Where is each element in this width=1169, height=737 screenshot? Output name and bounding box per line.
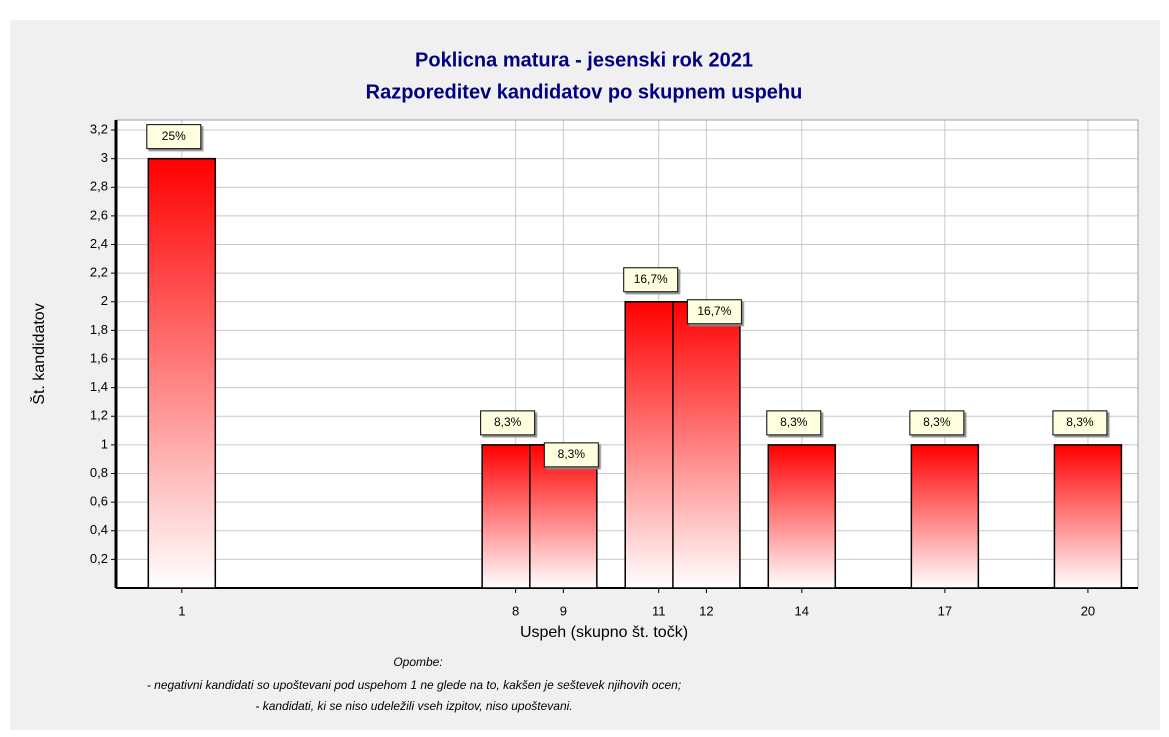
data-label-box <box>909 410 965 436</box>
y-tick-label: 2,6 <box>90 207 108 222</box>
x-tick-label: 1 <box>178 603 185 618</box>
bar <box>672 301 741 589</box>
data-label: 8,3% <box>558 447 586 461</box>
note: - negativni kandidati so upoštevani pod … <box>147 678 681 692</box>
data-label-box <box>1052 410 1108 436</box>
y-tick-label: 1,4 <box>90 379 108 394</box>
bar <box>910 444 980 589</box>
y-tick-label: 2,8 <box>90 179 108 194</box>
x-axis-label: Uspeh (skupno št. točk) <box>520 624 688 641</box>
note: - kandidati, ki se niso udeležili vseh i… <box>255 699 572 713</box>
data-label-box <box>623 267 679 293</box>
data-label-box <box>146 124 202 150</box>
data-label: 25% <box>162 129 186 143</box>
notes-title: Opombe: <box>393 655 442 669</box>
y-tick-label: 2,2 <box>90 265 108 280</box>
data-label: 8,3% <box>494 415 522 429</box>
y-tick-label: 0,2 <box>90 551 108 566</box>
x-tick-label: 14 <box>795 603 809 618</box>
y-axis-label: Št. kandidatov <box>29 303 48 404</box>
data-label: 8,3% <box>923 415 951 429</box>
chart-subtitle: Razporeditev kandidatov po skupnem uspeh… <box>366 81 803 103</box>
y-tick-label: 3,2 <box>90 121 108 136</box>
data-label-box <box>766 410 822 436</box>
x-tick-label: 8 <box>512 603 519 618</box>
y-tick-label: 2,4 <box>90 236 108 251</box>
bar <box>529 444 598 589</box>
bar <box>1053 444 1123 589</box>
x-tick-label: 17 <box>938 603 952 618</box>
y-tick-label: 1,6 <box>90 350 108 365</box>
y-tick-label: 1 <box>101 436 108 451</box>
y-tick-label: 0,8 <box>90 465 108 480</box>
data-label: 16,7% <box>634 272 668 286</box>
x-tick-label: 20 <box>1081 603 1095 618</box>
x-tick-label: 12 <box>699 603 713 618</box>
y-tick-label: 1,8 <box>90 322 108 337</box>
data-label: 16,7% <box>697 304 731 318</box>
y-tick-label: 0,4 <box>90 522 108 537</box>
x-tick-label: 11 <box>652 603 666 618</box>
y-tick-label: 0,6 <box>90 494 108 509</box>
y-tick-label: 2 <box>101 293 108 308</box>
data-label-box <box>686 299 742 325</box>
data-label: 8,3% <box>1066 415 1094 429</box>
y-tick-label: 3 <box>101 150 108 165</box>
y-tick-label: 1,2 <box>90 408 108 423</box>
data-label-box <box>543 442 599 468</box>
chart-title: Poklicna matura - jesenski rok 2021 <box>415 49 753 71</box>
data-label: 8,3% <box>780 415 808 429</box>
data-label-box <box>480 410 536 436</box>
bar <box>147 157 217 589</box>
x-tick-label: 9 <box>560 603 567 618</box>
bar <box>767 444 837 589</box>
